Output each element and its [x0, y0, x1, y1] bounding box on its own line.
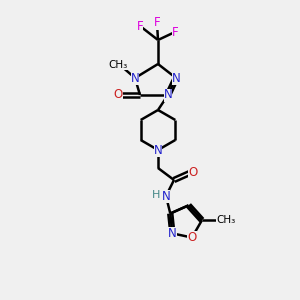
Text: O: O	[113, 88, 123, 101]
Text: N: N	[154, 143, 162, 157]
Text: N: N	[168, 227, 177, 240]
Text: O: O	[188, 166, 198, 178]
Text: F: F	[172, 26, 178, 38]
Text: N: N	[164, 88, 172, 101]
Text: N: N	[130, 71, 140, 85]
Text: H: H	[152, 190, 160, 200]
Text: F: F	[154, 16, 160, 29]
Text: CH₃: CH₃	[216, 215, 236, 225]
Text: N: N	[162, 190, 170, 202]
Text: CH₃: CH₃	[108, 60, 128, 70]
Text: F: F	[137, 20, 143, 32]
Text: N: N	[172, 71, 180, 85]
Text: O: O	[187, 231, 196, 244]
